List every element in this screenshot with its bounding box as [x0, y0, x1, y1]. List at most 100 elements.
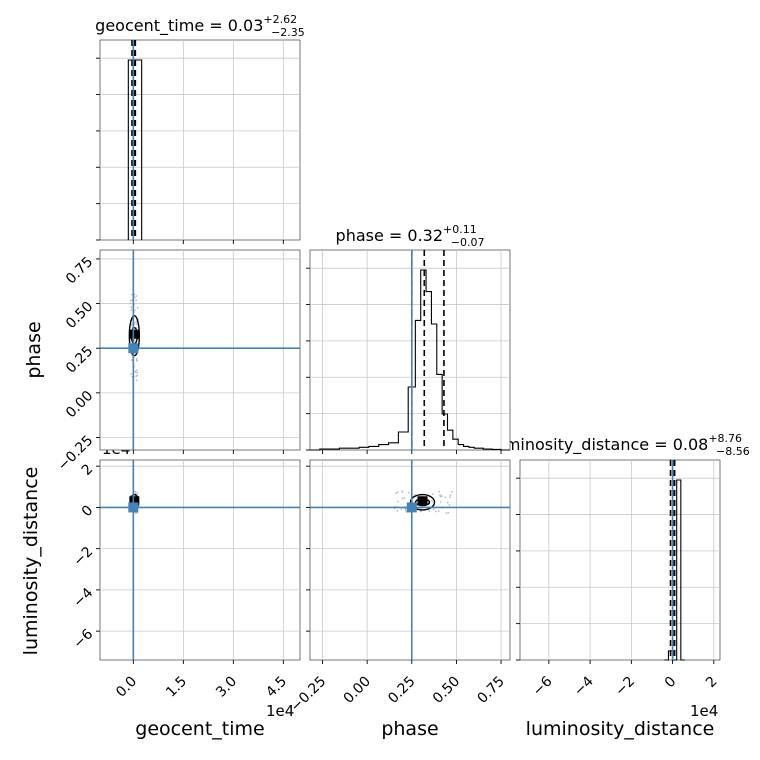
sample-point	[130, 373, 133, 376]
phase-xtick-label: 0.00	[341, 674, 374, 707]
geocent_time-xtick-label: 4.5	[263, 674, 290, 701]
truth-marker	[406, 502, 417, 513]
sample-point	[395, 492, 398, 495]
geocent_time-xtick-label: 1.5	[163, 674, 190, 701]
density-peak	[417, 496, 428, 506]
luminosity_distance-xtick-label: −6	[530, 673, 556, 699]
luminosity_distance-ytick-label: −4	[70, 585, 96, 611]
sample-point	[407, 491, 410, 494]
sample-point	[129, 302, 132, 305]
sample-point	[134, 492, 137, 494]
sample-point	[447, 511, 450, 514]
sample-point	[432, 508, 435, 511]
sample-point	[439, 495, 442, 498]
xlabel-geocent-time: geocent_time	[135, 718, 264, 740]
sample-point	[404, 509, 407, 511]
sample-point	[131, 293, 133, 296]
phase-vs-luminosity-distance-panel	[306, 459, 511, 664]
sample-point	[435, 510, 437, 513]
geocent-time-histogram-frame	[99, 39, 301, 241]
title-geocent-time: geocent_time = 0.03+2.62 −2.35	[95, 13, 305, 39]
sample-point	[439, 494, 441, 496]
phase-vs-luminosity-distance-frame	[309, 459, 511, 661]
sample-point	[445, 512, 448, 514]
ylabel-luminosity-distance: luminosity_distance	[20, 467, 42, 656]
luminosity-distance-histogram-frame	[519, 459, 721, 661]
phase-xtick-label: 0.75	[475, 674, 508, 707]
sample-point	[129, 299, 132, 302]
sample-point	[438, 490, 440, 493]
luminosity_distance-xtick-label: 0	[662, 674, 680, 692]
phase-ytick-label: 0.50	[63, 299, 96, 332]
luminosity_distance-xtick-label: 2	[703, 674, 721, 692]
geocent-time-vs-luminosity-distance-frame	[99, 459, 301, 661]
title-luminosity-distance: luminosity_distance = 0.08+8.76 −8.56	[490, 432, 750, 458]
sample-point	[448, 503, 451, 506]
xlabel-phase: phase	[381, 718, 438, 740]
sample-point	[130, 308, 133, 311]
sample-point	[134, 490, 137, 493]
truth-marker	[128, 502, 139, 513]
sample-point	[400, 508, 403, 511]
geocent-time-vs-phase-panel	[96, 249, 301, 454]
geocent_time-xtick-label: 3.0	[213, 674, 240, 701]
sample-point	[136, 374, 139, 377]
sample-point	[135, 369, 138, 372]
phase-xtick-label: 0.50	[430, 674, 463, 707]
sample-point	[401, 497, 404, 500]
sample-point	[135, 295, 138, 297]
xlabel-luminosity-distance: luminosity_distance	[526, 718, 715, 740]
truth-marker	[128, 343, 139, 354]
luminosity_distance-ytick-label: 2	[79, 461, 97, 479]
phase-ytick-label: 0.75	[63, 254, 96, 287]
sample-point	[448, 496, 451, 499]
sample-point	[134, 512, 137, 514]
sample-point	[135, 320, 138, 323]
luminosity_distance-xtick-label: −4	[571, 673, 597, 699]
sample-point	[136, 306, 139, 309]
sample-point	[441, 495, 443, 498]
offset-geocent-time: 1e4	[266, 702, 294, 720]
sample-point	[450, 491, 453, 493]
sample-point	[396, 491, 399, 494]
sample-point	[130, 323, 133, 326]
luminosity_distance-ytick-label: 0	[79, 502, 97, 520]
sample-point	[135, 379, 138, 382]
sample-point	[133, 296, 136, 299]
sample-point	[135, 299, 138, 302]
sample-point	[136, 492, 139, 494]
sample-point	[135, 359, 138, 361]
geocent-time-histogram-panel	[96, 39, 301, 244]
luminosity-distance-histogram-panel	[516, 459, 721, 664]
sample-point	[396, 510, 399, 512]
sample-point	[432, 493, 434, 495]
phase-xtick-label: 0.25	[385, 674, 418, 707]
sample-point	[437, 510, 440, 512]
sample-point	[439, 501, 442, 503]
sample-point	[444, 496, 447, 499]
offset-luminosity-distance-x: 1e4	[690, 702, 718, 720]
sample-point	[135, 375, 138, 378]
density-peak	[129, 329, 140, 339]
sample-point	[134, 371, 137, 374]
sample-point	[403, 497, 406, 500]
sample-point	[428, 510, 431, 512]
density-peak	[129, 496, 140, 506]
phase-ytick-label: 0.25	[63, 343, 96, 376]
sample-point	[133, 309, 136, 312]
title-phase: phase = 0.32+0.11 −0.07	[336, 223, 485, 249]
sample-point	[430, 499, 433, 502]
luminosity_distance-ytick-label: −2	[70, 544, 96, 570]
phase-histogram-frame	[309, 249, 511, 451]
geocent-time-vs-luminosity-distance-panel	[96, 459, 301, 664]
luminosity_distance-xtick-label: −2	[612, 674, 638, 700]
density-contour	[409, 493, 436, 511]
phase-histogram-panel	[306, 249, 511, 454]
sample-point	[396, 500, 399, 503]
luminosity_distance-ytick-label: −6	[70, 626, 96, 652]
sample-point	[449, 494, 452, 496]
sample-point	[136, 371, 139, 374]
ylabel-phase: phase	[23, 321, 45, 378]
sample-point	[130, 359, 133, 362]
